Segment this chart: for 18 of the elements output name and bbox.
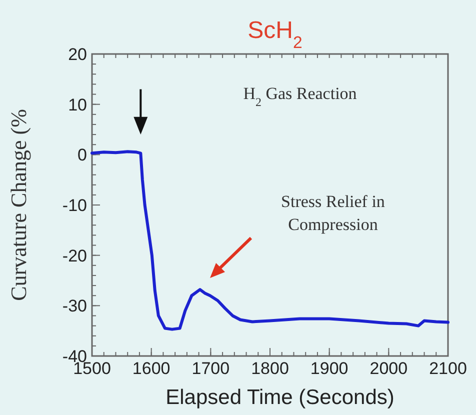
x-tick-label: 1900 — [310, 359, 348, 378]
y-tick-label: 10 — [68, 95, 87, 114]
x-tick-label: 2000 — [370, 359, 408, 378]
y-tick-label: -20 — [62, 246, 87, 266]
annotation: Stress Relief in Compression — [281, 192, 386, 234]
x-axis-title: Elapsed Time (Seconds) — [166, 386, 394, 409]
x-tick-label: 1600 — [132, 359, 170, 378]
chart-title: ScH$_{2}$ — [248, 17, 302, 52]
y-tick-label: 0 — [78, 146, 87, 165]
x-tick-label: 1700 — [192, 359, 230, 378]
y-tick-label: -10 — [62, 196, 87, 215]
y-tick-label: -30 — [62, 296, 87, 316]
y-tick-label: 20 — [68, 45, 87, 64]
line-series — [90, 150, 450, 331]
x-tick-label: 1800 — [251, 359, 289, 378]
y-axis-title: Curvature Change (% — [6, 109, 31, 301]
annotation: H$_{2}$ Gas Reaction — [243, 84, 358, 109]
x-tick-label: 2100 — [429, 359, 467, 378]
